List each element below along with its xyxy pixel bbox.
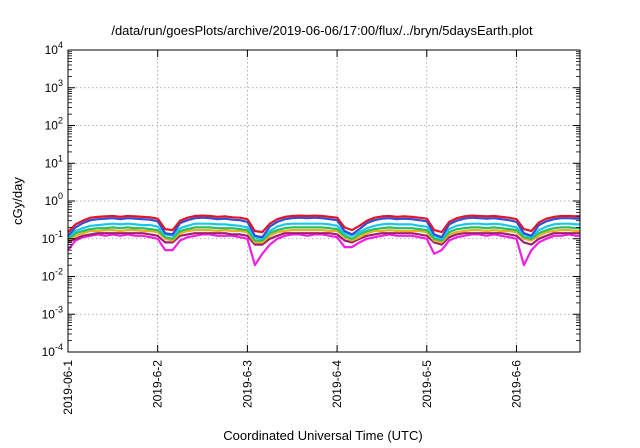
y-tick-label: 101 [45, 153, 63, 170]
series-line-4 [67, 226, 580, 242]
x-tick-label: 2019-6-6 [509, 360, 523, 408]
y-tick-label: 10-1 [42, 229, 63, 246]
series-line-2 [67, 216, 580, 239]
x-tick-label: 2019-6-5 [420, 360, 434, 408]
y-tick-label: 104 [45, 40, 63, 57]
x-tick-label: 2019-6-2 [151, 360, 165, 408]
x-axis-title: Coordinated Universal Time (UTC) [223, 428, 422, 443]
data-series [67, 214, 580, 267]
x-tick-labels: 2019-06-1 2019-6-2 2019-6-3 2019-6-4 2019-6-… [61, 360, 523, 415]
x-tick-label: 2019-6-3 [240, 360, 254, 408]
y-tick-label: 102 [45, 116, 63, 133]
x-tick-label: 2019-6-4 [330, 360, 344, 408]
y-tick-label: 10-2 [42, 267, 63, 284]
series-line-7 [67, 233, 580, 267]
series-line-1 [67, 214, 580, 234]
series-line-6 [67, 232, 580, 246]
y-tick-labels: 10-4 10-3 10-2 10-1 100 101 102 103 104 [42, 40, 63, 359]
axis-ticks [67, 49, 580, 353]
series-line-3 [67, 222, 580, 240]
y-tick-label: 10-4 [42, 342, 63, 359]
chart-title: /data/run/goesPlots/archive/2019-06-06/1… [111, 23, 533, 38]
y-tick-label: 10-3 [42, 304, 63, 321]
x-tick-label: 2019-06-1 [61, 360, 75, 415]
series-line-5 [67, 229, 580, 244]
y-tick-label: 100 [45, 191, 63, 208]
y-tick-label: 103 [45, 78, 63, 95]
y-axis-title: cGy/day [10, 177, 25, 225]
